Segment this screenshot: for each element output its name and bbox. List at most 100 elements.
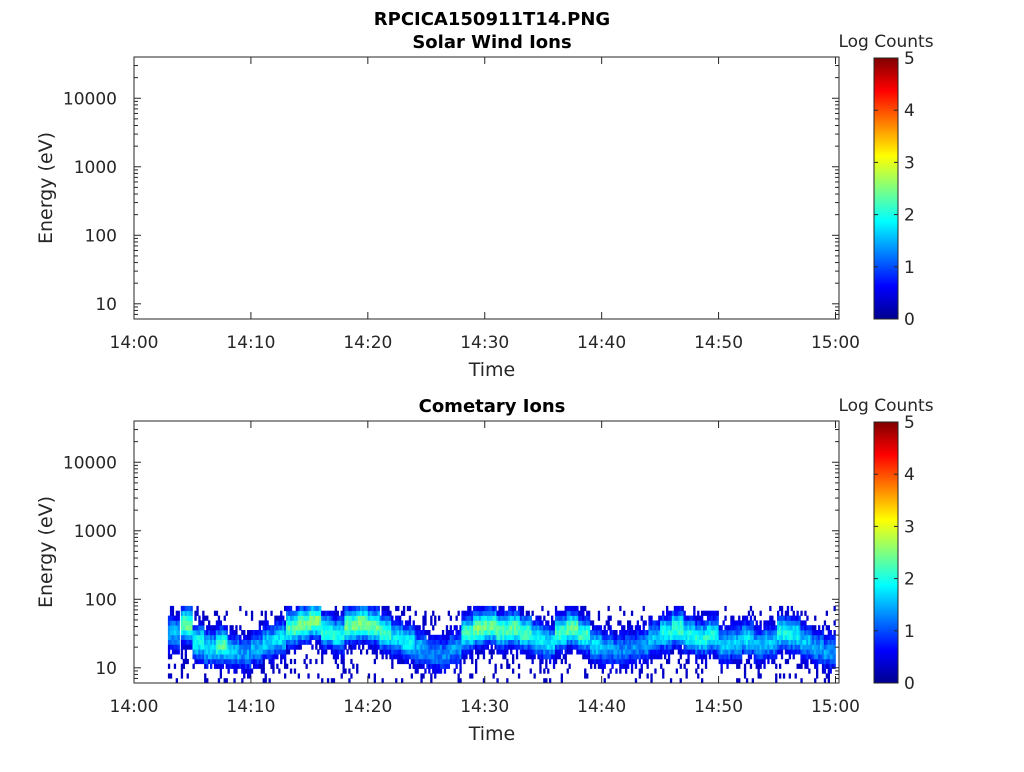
heatmap-cell [280, 625, 283, 631]
heatmap-cell [436, 663, 439, 669]
heatmap-cell [180, 649, 184, 655]
heatmap-cell [708, 644, 712, 650]
heatmap-cell [510, 615, 513, 621]
heatmap-cell [311, 630, 314, 636]
heatmap-cell [239, 649, 242, 655]
heatmap-cell [634, 634, 638, 640]
heatmap-cell [414, 654, 417, 660]
heatmap-cell [336, 630, 339, 636]
heatmap-cell [574, 639, 577, 645]
colorbar-gradient [873, 57, 899, 320]
heatmap-cell [295, 630, 298, 636]
heatmap-cell [264, 625, 267, 631]
heatmap-cell [387, 625, 390, 631]
heatmap-cell [282, 625, 285, 631]
heatmap-cell [286, 625, 289, 631]
heatmap-cell [664, 654, 667, 660]
heatmap-cell [490, 649, 493, 655]
heatmap-cell [397, 625, 400, 631]
heatmap-cell [473, 610, 476, 616]
heatmap-cell [660, 634, 663, 640]
heatmap-cell [414, 610, 417, 616]
heatmap-cell [289, 639, 293, 645]
heatmap-cell [297, 644, 300, 650]
heatmap-cell [582, 625, 585, 631]
heatmap-cell [383, 625, 386, 631]
heatmap-cell [221, 625, 224, 631]
heatmap-cell [798, 620, 801, 626]
heatmap-cell [252, 634, 256, 640]
heatmap-cell [428, 654, 431, 660]
heatmap-cell [167, 673, 171, 679]
heatmap-cell [669, 634, 673, 640]
heatmap-cell [200, 639, 203, 645]
heatmap-cell [800, 639, 803, 645]
heatmap-cell [284, 663, 287, 669]
heatmap-cell [757, 644, 760, 650]
heatmap-cell [254, 658, 258, 665]
heatmap-cell [313, 605, 316, 612]
heatmap-cell [712, 639, 715, 645]
heatmap-cell [250, 610, 254, 616]
heatmap-cell [272, 663, 275, 669]
heatmap-cell [677, 649, 680, 655]
heatmap-cell [309, 615, 312, 621]
heatmap-cell [660, 644, 663, 650]
heatmap-cell [827, 644, 830, 650]
heatmap-cell [389, 620, 392, 626]
heatmap-cell [562, 615, 565, 621]
heatmap-cell [250, 644, 254, 650]
heatmap-cell [609, 625, 612, 631]
plot-frame [133, 420, 840, 684]
heatmap-cell [831, 649, 834, 655]
heatmap-cell [434, 615, 437, 621]
heatmap-cell [428, 668, 431, 674]
heatmap-cell [710, 615, 714, 621]
heatmap-cell [270, 630, 273, 636]
heatmap-cell [800, 678, 803, 684]
heatmap-cell [769, 639, 772, 645]
heatmap-cell [716, 630, 719, 636]
heatmap-cell [578, 620, 581, 626]
heatmap-cell [683, 644, 686, 650]
heatmap-cell [780, 654, 784, 660]
heatmap-cell [512, 639, 515, 645]
heatmap-cell [517, 605, 521, 612]
heatmap-cell [463, 639, 466, 645]
heatmap-cell [486, 634, 489, 640]
heatmap-cell [237, 649, 240, 655]
heatmap-cell [289, 644, 293, 650]
heatmap-cell [471, 620, 474, 626]
heatmap-cell [784, 649, 788, 655]
heatmap-cell [818, 625, 821, 631]
heatmap-cell [525, 615, 528, 621]
heatmap-cell [330, 630, 334, 636]
heatmap-cell [438, 663, 441, 669]
heatmap-cell [601, 658, 604, 665]
heatmap-cell [792, 615, 795, 621]
heatmap-cell [463, 630, 466, 636]
heatmap-cell [742, 644, 745, 650]
heatmap-cell [332, 644, 336, 650]
heatmap-cell [177, 620, 180, 626]
heatmap-cell [211, 654, 215, 660]
heatmap-cell [790, 615, 793, 621]
heatmap-cell [198, 644, 201, 650]
heatmap-cell [280, 639, 283, 645]
heatmap-cell [777, 625, 780, 631]
heatmap-cell [605, 639, 608, 645]
heatmap-cell [486, 644, 489, 650]
heatmap-cell [771, 620, 774, 626]
heatmap-cell [387, 615, 390, 621]
heatmap-cell [566, 605, 569, 612]
heatmap-cell [206, 649, 209, 655]
heatmap-cell [198, 615, 201, 621]
heatmap-cell [685, 644, 688, 650]
heatmap-cell [223, 678, 226, 684]
heatmap-cell [477, 630, 480, 636]
heatmap-cell [319, 610, 322, 616]
heatmap-cell [819, 644, 823, 650]
heatmap-cell [578, 639, 581, 645]
colorbar-label: Log Counts [838, 396, 933, 416]
heatmap-cell [677, 639, 680, 645]
